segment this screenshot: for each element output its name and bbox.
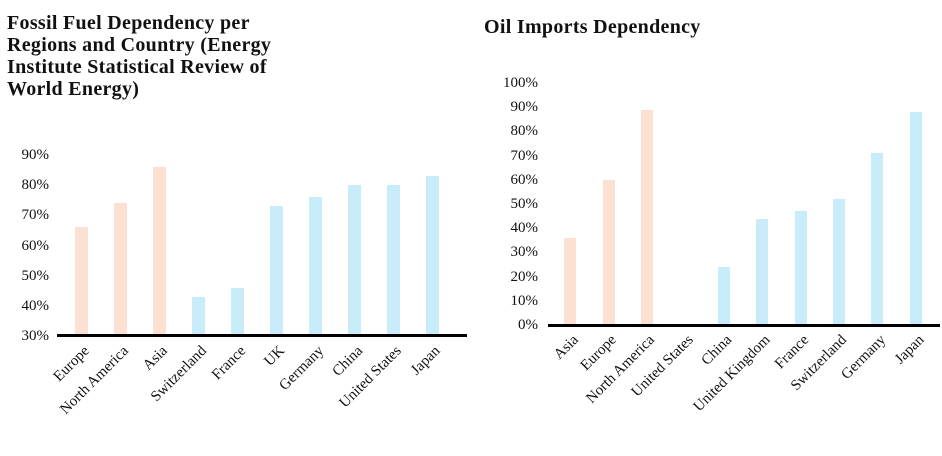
bar-germany (309, 197, 322, 336)
y-axis-tick-label: 60% (510, 171, 539, 188)
bar-uk (270, 206, 283, 336)
x-axis-category-label: Japan (891, 332, 928, 368)
bar-europe (602, 179, 615, 325)
x-axis-line (57, 334, 467, 337)
x-axis-category-label: UK (261, 343, 288, 370)
y-axis-tick-label: 100% (503, 75, 538, 91)
y-axis-tick-label: 70% (21, 207, 50, 224)
y-axis-tick-label: 20% (510, 268, 539, 285)
y-axis-tick-label: 80% (21, 177, 50, 194)
y-axis-tick-label: 90% (21, 147, 50, 163)
y-axis-tick-label: 60% (21, 237, 50, 254)
x-axis-category-label: Asia (550, 332, 582, 363)
x-axis-line (548, 324, 940, 327)
y-axis-tick-label: 80% (510, 123, 539, 140)
bar-asia (564, 237, 577, 325)
y-axis-tick-label: 70% (510, 147, 539, 164)
x-axis-category-label: Japan (408, 343, 444, 379)
bar-japan (426, 176, 439, 336)
y-axis-tick-label: 30% (510, 244, 539, 261)
bar-europe (75, 227, 88, 336)
chart-title-fossil-fuel: Fossil Fuel Dependency per Regions and C… (7, 12, 272, 100)
plot-area-fossil-fuel: 90% 80% 70% 60% 50% 40% 30% Europe North America… (22, 147, 452, 418)
y-axis-tick-label: 50% (510, 196, 539, 212)
y-axis-tick-label: 10% (510, 292, 539, 309)
y-axis-tick-label: 30% (21, 328, 50, 344)
bar-switzerland (192, 296, 205, 336)
bar-north-america (641, 109, 653, 325)
bar-china (717, 266, 730, 325)
bar-france (231, 287, 244, 336)
bar-north-america (114, 203, 127, 336)
bar-japan (909, 112, 922, 325)
bar-china (348, 185, 361, 336)
y-axis-tick-label: 40% (510, 220, 539, 237)
bar-germany (871, 153, 884, 325)
y-axis-tick-label: 40% (21, 297, 50, 314)
y-axis-tick-label: 50% (21, 267, 50, 284)
bar-france (794, 211, 807, 325)
bar-switzerland (833, 199, 845, 325)
bar-asia (153, 167, 166, 336)
y-axis-tick-label: 0% (518, 317, 538, 333)
bar-united-states (387, 185, 400, 336)
x-axis-category-label: Asia (140, 343, 171, 374)
x-axis-category-label: France (208, 343, 249, 384)
chart-title-oil-imports: Oil Imports Dependency (484, 16, 701, 38)
y-axis-tick-label: 90% (510, 99, 539, 116)
plot-area-oil-imports: 100% 90% 80% 70% 60% 50% 40% 30% 20% 10% 0% Asia Eur… (503, 75, 935, 415)
bar-united-kingdom (756, 218, 769, 325)
